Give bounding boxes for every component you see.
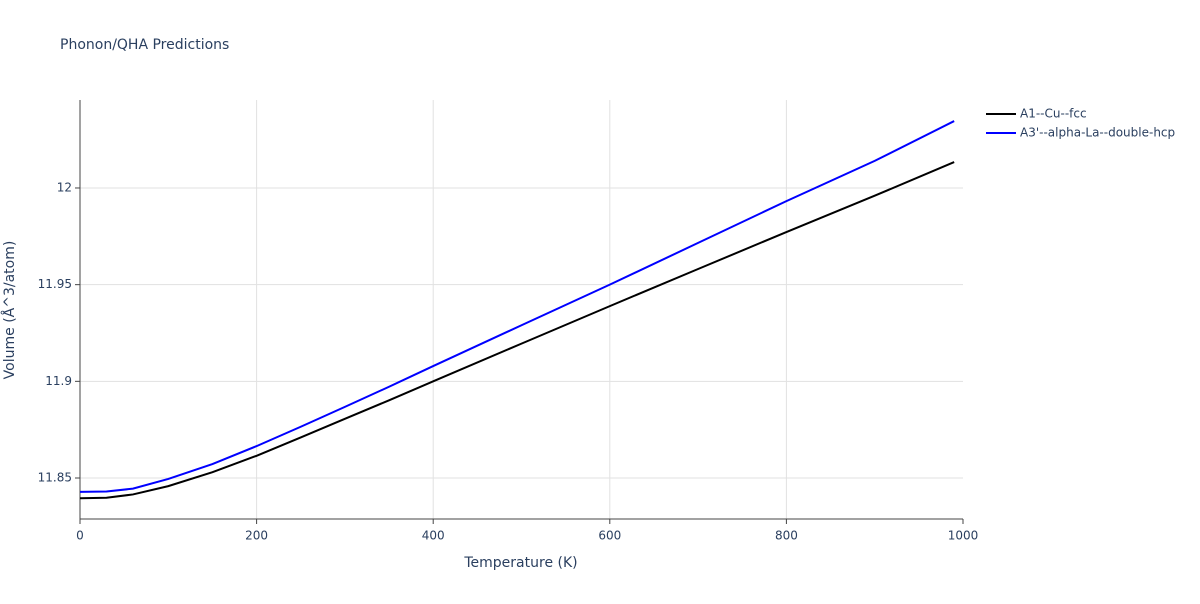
legend-label: A1--Cu--fcc: [1020, 107, 1087, 121]
y-tick-label: 11.95: [38, 277, 72, 291]
x-tick-label: 800: [775, 529, 798, 543]
x-tick-label: 600: [598, 529, 621, 543]
y-tick-label: 11.9: [45, 374, 72, 388]
y-tick-label: 12: [57, 180, 72, 194]
series-line: [79, 120, 955, 493]
legend-label: A3'--alpha-La--double-hcp: [1020, 126, 1175, 140]
chart-title: Phonon/QHA Predictions: [60, 37, 229, 53]
y-tick-label: 11.85: [38, 471, 72, 485]
x-tick-label: 0: [76, 529, 84, 543]
x-tick-label: 1000: [948, 529, 979, 543]
x-tick-label: 200: [245, 529, 268, 543]
x-tick-label: 400: [422, 529, 445, 543]
y-axis-title: Volume (Å^3/atom): [1, 241, 18, 380]
series-line: [79, 161, 955, 500]
x-axis-title: Temperature (K): [463, 555, 577, 571]
